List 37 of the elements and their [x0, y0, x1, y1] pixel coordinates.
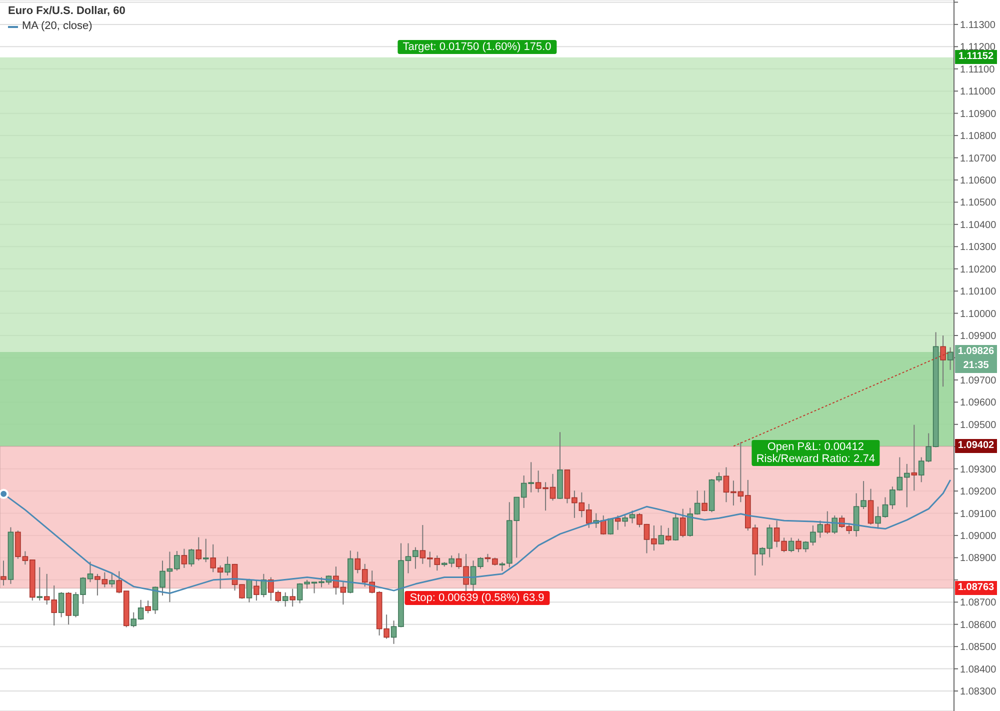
y-tick-label: 1.09600: [960, 398, 997, 409]
y-tick-label: 1.11100: [960, 64, 996, 76]
legend-label: MA (20, close): [22, 19, 92, 34]
y-tick-label: 1.10200: [960, 264, 997, 276]
y-tick-label: 1.09000: [960, 531, 997, 542]
annotation: 1.08763: [955, 581, 997, 596]
y-tick-label: 1.11000: [960, 86, 996, 98]
text: 21:35: [955, 358, 997, 373]
chart-title: Euro Fx/U.S. Dollar, 60: [8, 4, 126, 19]
y-tick-label: 1.10000: [960, 308, 997, 320]
y-tick-label: 1.11300: [960, 20, 996, 31]
y-tick-label: 1.09900: [960, 331, 997, 342]
y-tick-label: 1.08500: [960, 642, 997, 654]
y-tick-label: 1.08600: [960, 620, 997, 631]
band-label: Stop: 0.00639 (0.58%) 63.9: [410, 592, 544, 604]
annotation: 1.09826: [955, 344, 997, 359]
y-tick-label: 1.10100: [960, 286, 997, 298]
y-tick-label: 1.09200: [960, 486, 997, 498]
annotation: 1.11152: [955, 50, 997, 64]
y-tick-label: 1.09500: [960, 420, 997, 431]
band-label: Open P&L: 0.00412 Risk/Reward Ratio: 2.74: [756, 441, 875, 466]
y-tick-label: 1.10900: [960, 108, 997, 120]
y-tick-label: 1.10500: [960, 198, 997, 209]
y-tick-label: 1.10600: [960, 176, 997, 187]
y-tick-label: 1.09100: [960, 508, 997, 520]
y-tick-label: 1.08700: [960, 598, 997, 609]
y-tick-label: 1.08400: [960, 664, 997, 676]
y-tick-label: 1.10300: [960, 242, 997, 254]
y-tick-label: 1.10800: [960, 131, 997, 142]
y-tick-label: 1.09700: [960, 375, 997, 386]
y-tick-label: 1.09300: [960, 464, 997, 476]
y-tick-label: 1.10700: [960, 153, 997, 164]
annotation: 1.09402: [955, 439, 997, 454]
y-tick-label: 1.08900: [960, 553, 997, 564]
y-tick-label: 1.10400: [960, 220, 997, 231]
y-tick-label: 1.08300: [960, 686, 997, 698]
band-label: Target: 0.01750 (1.60%) 175.0: [402, 41, 552, 54]
